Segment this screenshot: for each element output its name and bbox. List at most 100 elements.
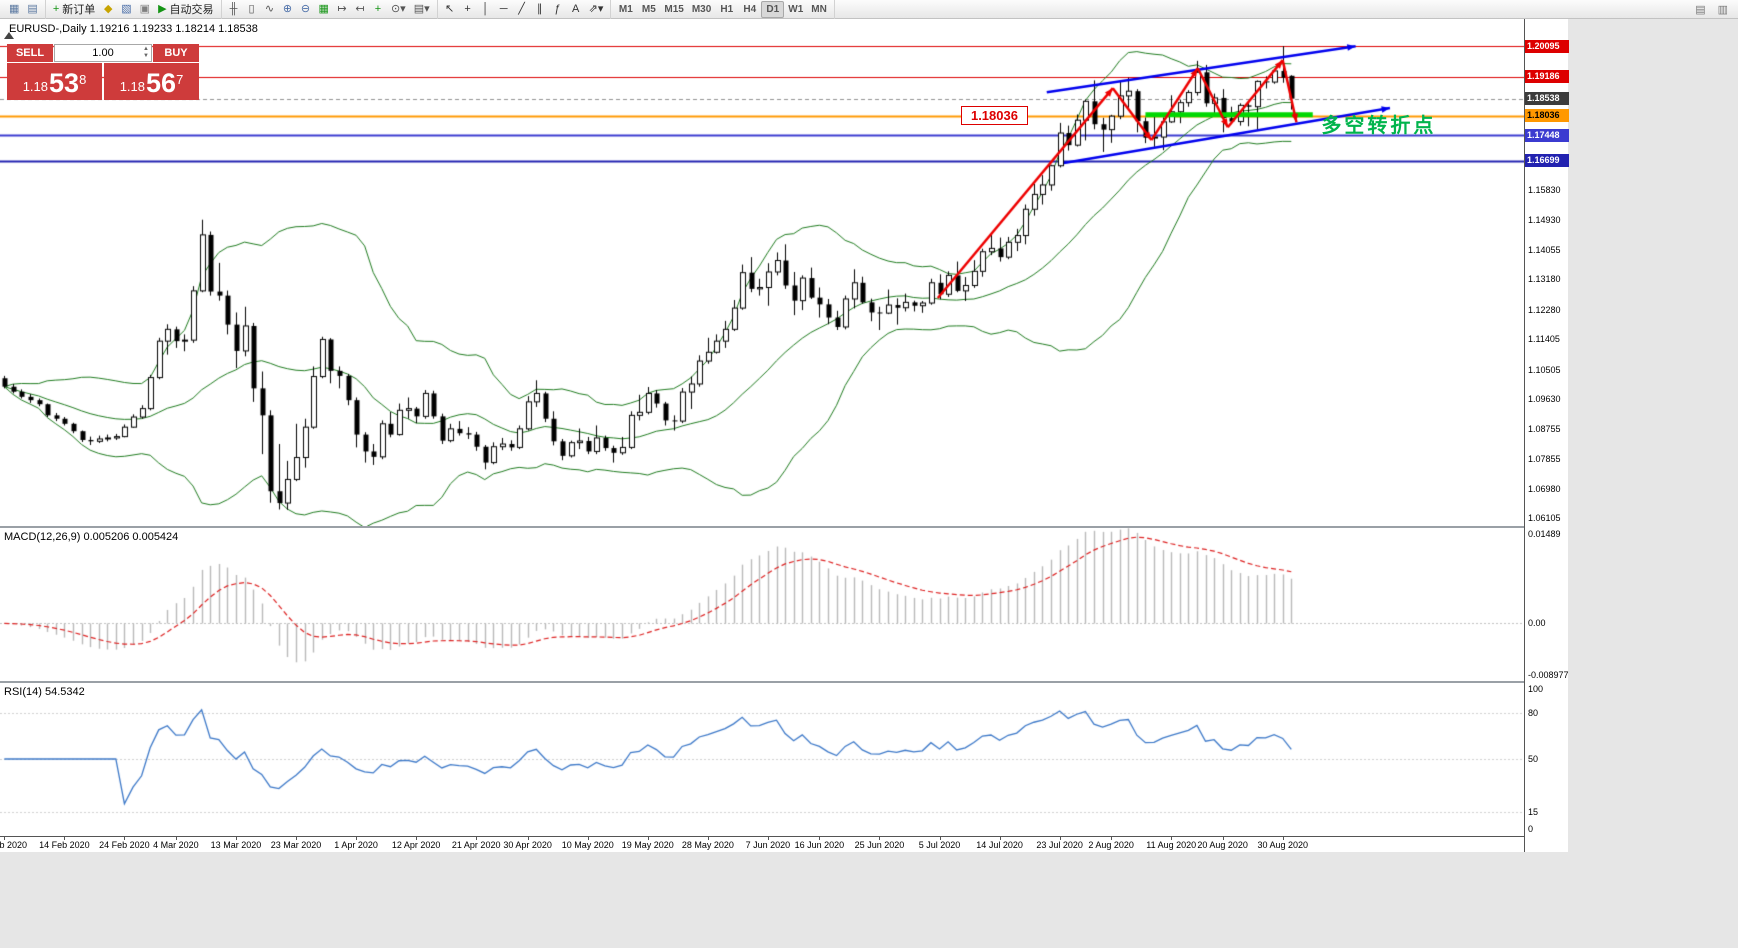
horizontal-line-icon: ─ xyxy=(499,2,508,15)
time-axis-label: 1 Apr 2020 xyxy=(334,840,378,850)
pane-separator-macd[interactable] xyxy=(0,526,1568,528)
crosshair-icon[interactable]: + xyxy=(459,1,477,18)
sell-price[interactable]: 1.18 53 8 xyxy=(7,63,102,100)
new-chart-icon[interactable]: ▦ xyxy=(5,1,23,18)
arrow-objects-icon: ⇗▾ xyxy=(588,2,604,15)
sell-price-prefix: 1.18 xyxy=(22,79,49,94)
time-axis-label: 20 Aug 2020 xyxy=(1197,840,1248,850)
time-axis-label: 13 Mar 2020 xyxy=(210,840,262,850)
profiles-icon[interactable]: ▤ xyxy=(23,1,41,18)
templates-icon[interactable]: ▤▾ xyxy=(410,1,434,18)
buy-price-prefix: 1.18 xyxy=(119,79,146,94)
metaeditor-icon[interactable]: ◆ xyxy=(99,1,117,18)
timeframe-d1[interactable]: D1 xyxy=(761,0,785,18)
text-label-icon[interactable]: A xyxy=(567,1,585,18)
timeframe-m30[interactable]: M30 xyxy=(691,3,712,15)
price-scale-tick: 1.12280 xyxy=(1528,304,1561,315)
toolbar: ▦ ▤ + 新订单 ◆ ▧ ▣ ▶ 自动交易 ╫ ▯ ∿ ⊕ ⊖ ▦ ↦ ↤ + ⊙▾ ▤▾ ↖ + │ ─ ╱ ∥ ƒ A ⇗▾ M1 M… xyxy=(0,0,1738,19)
time-axis-label: 10 May 2020 xyxy=(561,840,614,850)
navigator-icon[interactable]: ▧ xyxy=(117,1,135,18)
indicators-icon[interactable]: + xyxy=(369,1,387,18)
price-scale-tick: 1.13180 xyxy=(1528,274,1561,285)
price-scale-tick: 1.06980 xyxy=(1528,483,1561,494)
price-line-label: 1.18538 xyxy=(1525,92,1569,106)
time-axis-tick xyxy=(527,837,529,840)
equidistant-channel-icon[interactable]: ∥ xyxy=(531,1,549,18)
new-order-button[interactable]: + 新订单 xyxy=(49,1,99,18)
price-line-label: 1.18036 xyxy=(1525,109,1569,123)
arrow-objects-icon[interactable]: ⇗▾ xyxy=(585,1,608,18)
bar-chart-mode-icon[interactable]: ╫ xyxy=(225,1,243,18)
terminal-icon: ▣ xyxy=(139,2,151,15)
volume-spinner-icon[interactable]: ▲ ▼ xyxy=(143,46,149,59)
timeframe-mn[interactable]: MN xyxy=(811,3,827,15)
buy-price[interactable]: 1.18 56 7 xyxy=(104,63,199,100)
tile-windows-icon[interactable]: ▦ xyxy=(315,1,333,18)
price-scale-tick: 1.09630 xyxy=(1528,394,1561,405)
time-axis-tick xyxy=(235,837,237,840)
zoom-out-icon[interactable]: ⊖ xyxy=(297,1,315,18)
candlestick-mode-icon[interactable]: ▯ xyxy=(243,1,261,18)
timeframe-w1[interactable]: W1 xyxy=(788,3,804,15)
time-axis-tick xyxy=(1282,837,1284,840)
time-axis-tick xyxy=(587,837,589,840)
price-scale[interactable]: 1.15830 1.14930 1.14055 1.13180 1.12280 1.114… xyxy=(1524,19,1569,852)
trendline-icon[interactable]: ╱ xyxy=(513,1,531,18)
periods-icon[interactable]: ⊙▾ xyxy=(387,1,410,18)
zoom-in-icon[interactable]: ⊕ xyxy=(279,1,297,18)
macd-indicator-pane[interactable] xyxy=(0,528,1524,681)
time-axis-tick xyxy=(64,837,66,840)
time-axis-tick xyxy=(476,837,478,840)
fibonacci-icon[interactable]: ƒ xyxy=(549,1,567,18)
time-axis-tick xyxy=(416,837,418,840)
timeframe-m1[interactable]: M1 xyxy=(618,3,633,15)
time-axis-label: 11 Aug 2020 xyxy=(1146,840,1197,850)
time-axis-label: 24 Feb 2020 xyxy=(99,840,150,850)
annotation-note-text[interactable]: 多空转折点 xyxy=(1321,114,1437,137)
candlestick-mode-icon: ▯ xyxy=(248,2,255,15)
price-callout[interactable]: 1.18036 xyxy=(960,105,1028,125)
time-axis-tick xyxy=(999,837,1001,840)
line-chart-mode-icon: ∿ xyxy=(264,2,275,15)
pane-separator-rsi[interactable] xyxy=(0,681,1568,683)
time-axis-label: 19 May 2020 xyxy=(621,840,674,850)
time-axis-tick xyxy=(175,837,177,840)
timeframe-h4[interactable]: H4 xyxy=(743,3,757,15)
volume-value: 1.00 xyxy=(92,47,114,59)
cursor-icon[interactable]: ↖ xyxy=(441,1,459,18)
new-order-icon: + xyxy=(52,2,60,15)
price-scale-tick: 1.14055 xyxy=(1528,244,1561,255)
print-icon[interactable]: ▤ xyxy=(1695,4,1706,16)
workspace-filler-bottom xyxy=(0,852,1568,948)
line-chart-mode-icon[interactable]: ∿ xyxy=(261,1,279,18)
sell-price-big: 53 xyxy=(49,68,80,98)
timeframe-m15[interactable]: M15 xyxy=(664,3,684,15)
time-axis-tick xyxy=(1111,837,1113,840)
rsi-indicator-pane[interactable] xyxy=(0,683,1524,835)
volume-input[interactable]: 1.00 ▲ ▼ xyxy=(54,44,152,62)
terminal-icon[interactable]: ▣ xyxy=(136,1,154,18)
price-scale-tick: 1.10505 xyxy=(1528,364,1561,375)
sell-button[interactable]: SELL xyxy=(7,44,53,62)
main-price-chart[interactable] xyxy=(0,19,1524,526)
chart-shift-icon[interactable]: ↤ xyxy=(351,1,369,18)
print-preview-icon[interactable]: ▥ xyxy=(1717,4,1728,16)
text-label-icon: A xyxy=(571,2,580,15)
auto-scroll-icon[interactable]: ↦ xyxy=(333,1,351,18)
vertical-line-icon[interactable]: │ xyxy=(477,1,495,18)
time-axis-label: 16 Jun 2020 xyxy=(794,840,845,850)
buy-button[interactable]: BUY xyxy=(153,44,199,62)
time-axis-tick xyxy=(1059,837,1061,840)
time-axis-label: 14 Jul 2020 xyxy=(976,840,1023,850)
autotrading-button[interactable]: ▶ 自动交易 xyxy=(154,1,217,18)
time-axis-label: 23 Jul 2020 xyxy=(1036,840,1083,850)
horizontal-line-icon[interactable]: ─ xyxy=(495,1,513,18)
one-click-toggle-icon[interactable] xyxy=(4,32,14,39)
timeframe-h1[interactable]: H1 xyxy=(720,3,734,15)
time-axis-label: 23 Mar 2020 xyxy=(270,840,322,850)
timeframe-m5[interactable]: M5 xyxy=(641,3,656,15)
time-axis-label: 14 Feb 2020 xyxy=(39,840,90,850)
time-axis-tick xyxy=(879,837,881,840)
